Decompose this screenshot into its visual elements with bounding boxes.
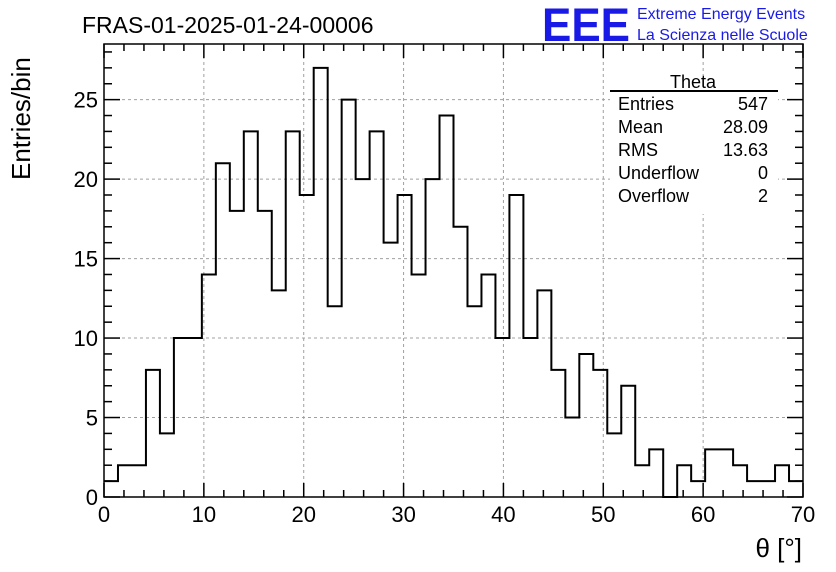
stats-row-value: 2 (758, 186, 768, 206)
histogram-bin (440, 116, 454, 497)
y-tick-label: 5 (86, 406, 98, 431)
chart-title: FRAS-01-2025-01-24-00006 (82, 12, 374, 38)
histogram-bin (356, 179, 370, 497)
stats-box-rows: Entries 547 Mean 28.09 RMS 13.63 Underflow 0 Ove… (618, 94, 768, 206)
stats-row-label: Mean (618, 117, 663, 137)
eee-logo: EEE Extreme Energy Events La Scienza nel… (542, 0, 808, 51)
x-tick-label: 50 (591, 502, 615, 527)
histogram-bin (747, 481, 761, 497)
histogram-bin (495, 338, 509, 497)
histogram-bin (412, 274, 426, 497)
x-tick-label: 0 (98, 502, 110, 527)
histogram-bin (370, 131, 384, 497)
stats-box-bg (610, 78, 778, 214)
eee-logo-mark: EEE (542, 0, 630, 51)
histogram-bin (300, 195, 314, 497)
y-tick-label: 0 (86, 485, 98, 510)
histogram-bin (398, 195, 412, 497)
histogram-bin (174, 338, 188, 497)
x-axis-label: θ [°] (755, 533, 802, 563)
histogram-bin (272, 290, 286, 497)
x-tick-label: 10 (192, 502, 216, 527)
y-axis-label: Entries/bin (6, 57, 36, 180)
stats-row-label: RMS (618, 140, 658, 160)
histogram-bin (481, 274, 495, 497)
x-tick-label: 60 (691, 502, 715, 527)
stats-row-label: Underflow (618, 163, 700, 183)
histogram-bin (216, 163, 230, 497)
histogram-bin (579, 354, 593, 497)
stats-row-value: 28.09 (723, 117, 768, 137)
histogram-bin (188, 338, 202, 497)
histogram-bin (705, 449, 719, 497)
stats-row-value: 0 (758, 163, 768, 183)
histogram-bin (635, 465, 649, 497)
y-tick-label: 15 (74, 247, 98, 272)
plot-frame (103, 43, 804, 498)
histogram-bin (551, 370, 565, 497)
histogram-bin (328, 306, 342, 497)
histogram-outline (104, 66, 803, 498)
histogram-bin (258, 211, 272, 497)
logo-line-2: La Scienza nelle Scuole (637, 27, 808, 44)
histogram-bin (314, 68, 328, 497)
histogram-bin (733, 465, 747, 497)
stats-box: Theta Entries 547 Mean 28.09 RMS 13.63 Underfl… (610, 72, 778, 214)
histogram-bin (621, 386, 635, 497)
histogram-bin (118, 465, 132, 497)
x-tick-label: 40 (491, 502, 515, 527)
stats-row-label: Entries (618, 94, 674, 114)
histogram-bin (160, 433, 174, 497)
y-tick-label: 25 (74, 88, 98, 113)
histogram-bin (565, 418, 579, 497)
histogram-bin (509, 195, 523, 497)
histogram-bin (426, 179, 440, 497)
histogram-bin (146, 370, 160, 497)
histogram-bin (775, 465, 789, 497)
histogram-bin (593, 370, 607, 497)
histogram-bin (104, 481, 118, 497)
histogram-bin (537, 290, 551, 497)
logo-line-1: Extreme Energy Events (637, 6, 805, 23)
y-tick-label: 10 (74, 326, 98, 351)
y-tick-label: 20 (74, 167, 98, 192)
histogram-bin (244, 131, 258, 497)
histogram-bin (719, 449, 733, 497)
histogram-bin (523, 338, 537, 497)
x-tick-label: 70 (791, 502, 815, 527)
histogram-bin (454, 227, 468, 497)
histogram-bin (342, 100, 356, 497)
histogram-bin (384, 243, 398, 497)
histogram-bin (789, 481, 803, 497)
stats-row-value: 547 (738, 94, 768, 114)
histogram-bin (230, 211, 244, 497)
stats-row-label: Overflow (618, 186, 690, 206)
histogram-bin (202, 274, 216, 497)
stats-box-title: Theta (670, 72, 717, 92)
x-tick-label: 20 (291, 502, 315, 527)
histogram-bin (607, 433, 621, 497)
histogram-bin (677, 465, 691, 497)
histogram-bin (467, 306, 481, 497)
histogram-bin (649, 449, 663, 497)
stats-row-value: 13.63 (723, 140, 768, 160)
histogram-bin (286, 131, 300, 497)
x-tick-label: 30 (391, 502, 415, 527)
